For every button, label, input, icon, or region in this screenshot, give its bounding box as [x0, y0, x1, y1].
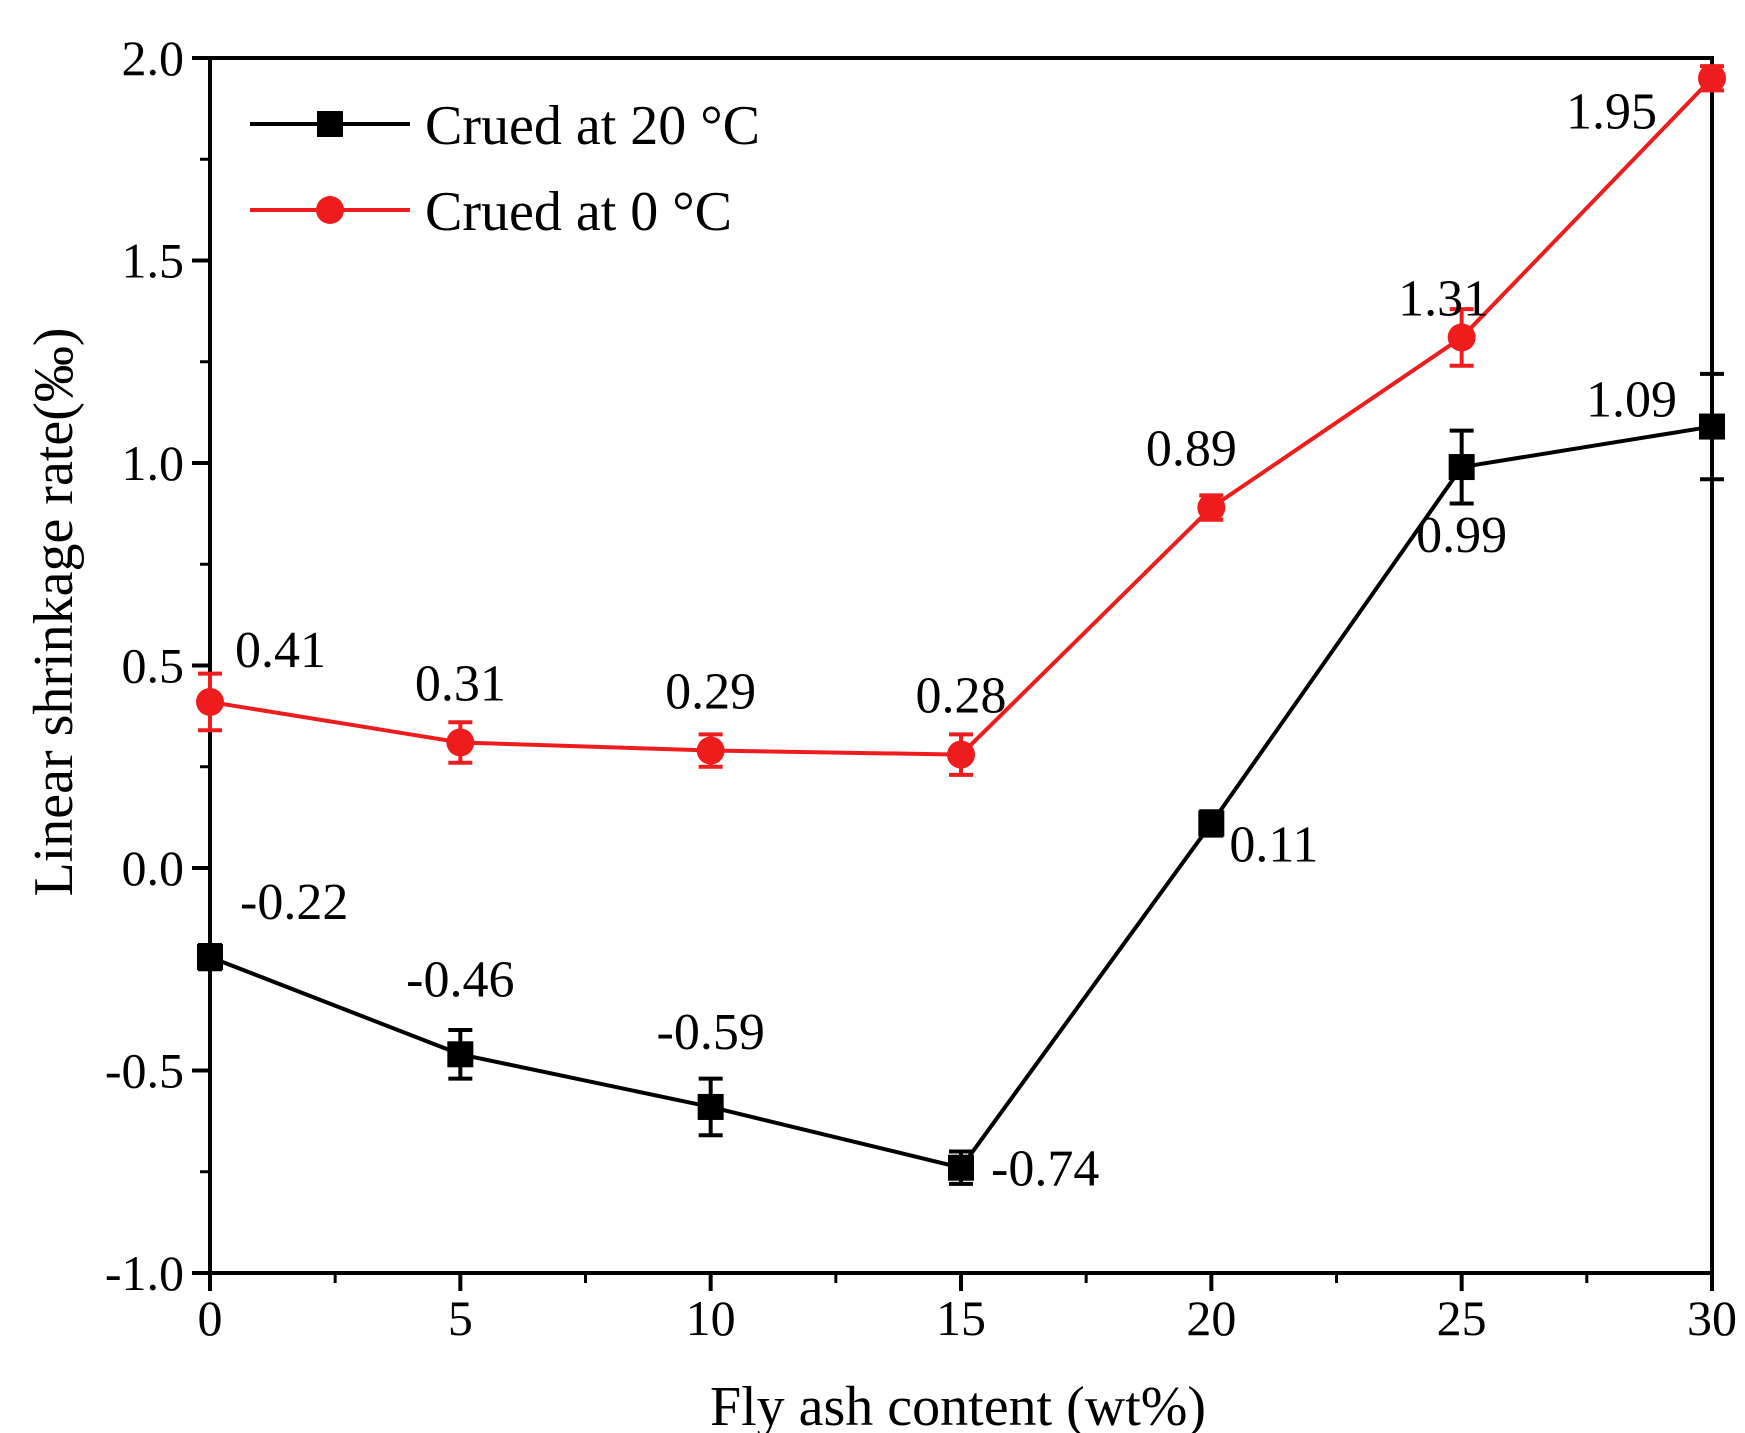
x-tick-label-1: 5	[448, 1290, 473, 1346]
series-line-0c	[209, 76, 1714, 757]
point-0c-3	[947, 740, 975, 769]
point-0c-4	[1197, 493, 1226, 522]
data-label-0c-2: 0.29	[665, 664, 756, 721]
point-0c-2	[696, 736, 725, 765]
data-label-layer: -0.22 -0.46 -0.59 -0.74 0.11 0.99 1.09 0.41 0.31…	[235, 83, 1677, 1197]
point-0c-6	[1698, 64, 1726, 93]
point-20c-6	[1699, 413, 1725, 440]
point-0c-0	[196, 687, 224, 716]
y-tick-label-2: 0.0	[122, 840, 185, 896]
y-tick-label-4: 1.0	[122, 435, 185, 491]
x-axis-title: Fly ash content (wt%)	[710, 1376, 1206, 1433]
data-label-20c-5: 0.99	[1416, 507, 1507, 564]
x-tick-label-4: 20	[1186, 1290, 1236, 1346]
point-0c-5	[1447, 323, 1476, 352]
data-label-0c-6: 1.95	[1566, 83, 1657, 140]
point-20c-4	[1198, 810, 1225, 837]
series-layer	[196, 64, 1726, 1186]
x-tick-label-2: 10	[686, 1290, 736, 1346]
axes-layer: 0 5 10 15 20 25 30 -1.0 -0.5 0.0 0.5 1.0 1.5 2.0	[105, 30, 1737, 1346]
y-tick-label-5: 1.5	[122, 233, 185, 289]
legend-marker-20c	[317, 111, 343, 137]
y-tick-label-3: 0.5	[122, 638, 185, 694]
point-20c-5	[1448, 454, 1475, 481]
x-tick-label-3: 15	[936, 1290, 986, 1346]
data-label-20c-0: -0.22	[240, 874, 348, 931]
data-label-20c-6: 1.09	[1586, 372, 1677, 429]
data-label-20c-2: -0.59	[657, 1004, 765, 1061]
data-label-0c-1: 0.31	[415, 655, 506, 712]
data-label-20c-1: -0.46	[406, 951, 514, 1008]
x-tick-label-0: 0	[198, 1290, 223, 1346]
data-label-20c-3: -0.74	[991, 1141, 1099, 1198]
data-label-0c-4: 0.89	[1146, 421, 1237, 478]
legend-label-0c: Crued at 0 °C	[425, 181, 732, 243]
data-label-0c-3: 0.28	[916, 668, 1007, 725]
point-20c-0	[197, 944, 223, 971]
data-label-20c-4: 0.11	[1229, 816, 1318, 873]
point-20c-3	[948, 1154, 974, 1181]
y-axis-title: Linear shrinkage rate(‰)	[23, 327, 85, 896]
point-20c-1	[447, 1041, 474, 1068]
point-0c-1	[446, 728, 475, 757]
x-tick-label-5: 25	[1437, 1290, 1487, 1346]
y-tick-label-6: 2.0	[122, 30, 185, 86]
y-tick-label-0: -1.0	[105, 1245, 184, 1301]
data-label-0c-0: 0.41	[235, 622, 326, 679]
data-label-0c-5: 1.31	[1398, 270, 1489, 327]
y-tick-label-1: -0.5	[105, 1043, 184, 1099]
x-tick-label-6: 30	[1687, 1290, 1737, 1346]
legend-marker-0c	[316, 196, 344, 224]
legend-label-20c: Crued at 20 °C	[425, 95, 760, 157]
legend: Crued at 20 °C Crued at 0 °C	[250, 95, 760, 243]
point-20c-2	[697, 1093, 724, 1120]
